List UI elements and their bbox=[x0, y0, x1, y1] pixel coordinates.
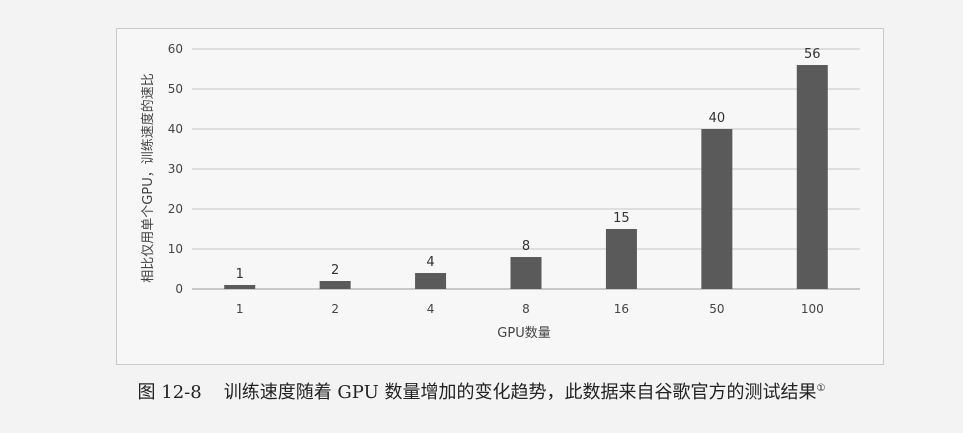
y-tick-label: 0 bbox=[175, 282, 183, 296]
y-tick-label: 50 bbox=[168, 82, 183, 96]
bar-8 bbox=[511, 257, 542, 289]
data-label-2: 2 bbox=[331, 263, 339, 278]
bar-16 bbox=[606, 229, 637, 289]
y-tick-label: 60 bbox=[168, 42, 183, 56]
y-axis-title: 相比仅用单个GPU，训练速度的速比 bbox=[140, 73, 156, 282]
data-label-16: 15 bbox=[613, 211, 630, 226]
data-label-4: 4 bbox=[426, 255, 434, 270]
data-label-50: 40 bbox=[709, 111, 726, 126]
x-tick-label: 50 bbox=[709, 302, 724, 316]
data-label-8: 8 bbox=[522, 239, 530, 254]
x-tick-label: 16 bbox=[614, 302, 629, 316]
data-label-1: 1 bbox=[236, 267, 244, 282]
x-axis-title: GPU数量 bbox=[497, 326, 550, 341]
y-axis-ticks: 0 10 20 30 40 50 60 bbox=[168, 42, 183, 296]
bars bbox=[224, 65, 828, 289]
y-tick-label: 10 bbox=[168, 242, 183, 256]
x-tick-label: 1 bbox=[236, 302, 244, 316]
caption-number: 图 12-8 bbox=[138, 382, 202, 403]
y-tick-label: 30 bbox=[168, 162, 183, 176]
caption-text: 训练速度随着 GPU 数量增加的变化趋势，此数据来自谷歌官方的测试结果 bbox=[224, 382, 817, 403]
x-tick-label: 8 bbox=[522, 302, 530, 316]
figure-caption: 图 12-8 训练速度随着 GPU 数量增加的变化趋势，此数据来自谷歌官方的测试结… bbox=[0, 378, 963, 404]
bar-4 bbox=[415, 273, 446, 289]
data-labels: 1 2 4 8 15 40 56 bbox=[236, 47, 821, 282]
x-tick-label: 4 bbox=[427, 302, 435, 316]
x-tick-label: 100 bbox=[801, 302, 824, 316]
bar-50 bbox=[701, 129, 732, 289]
x-axis-ticks: 1 2 4 8 16 50 100 bbox=[236, 302, 824, 316]
data-label-100: 56 bbox=[804, 47, 821, 62]
bar-2 bbox=[320, 281, 351, 289]
y-tick-label: 20 bbox=[168, 202, 183, 216]
y-tick-label: 40 bbox=[168, 122, 183, 136]
x-tick-label: 2 bbox=[331, 302, 339, 316]
caption-footnote-mark: ① bbox=[817, 383, 826, 394]
bar-100 bbox=[797, 65, 828, 289]
bar-1 bbox=[224, 285, 255, 289]
